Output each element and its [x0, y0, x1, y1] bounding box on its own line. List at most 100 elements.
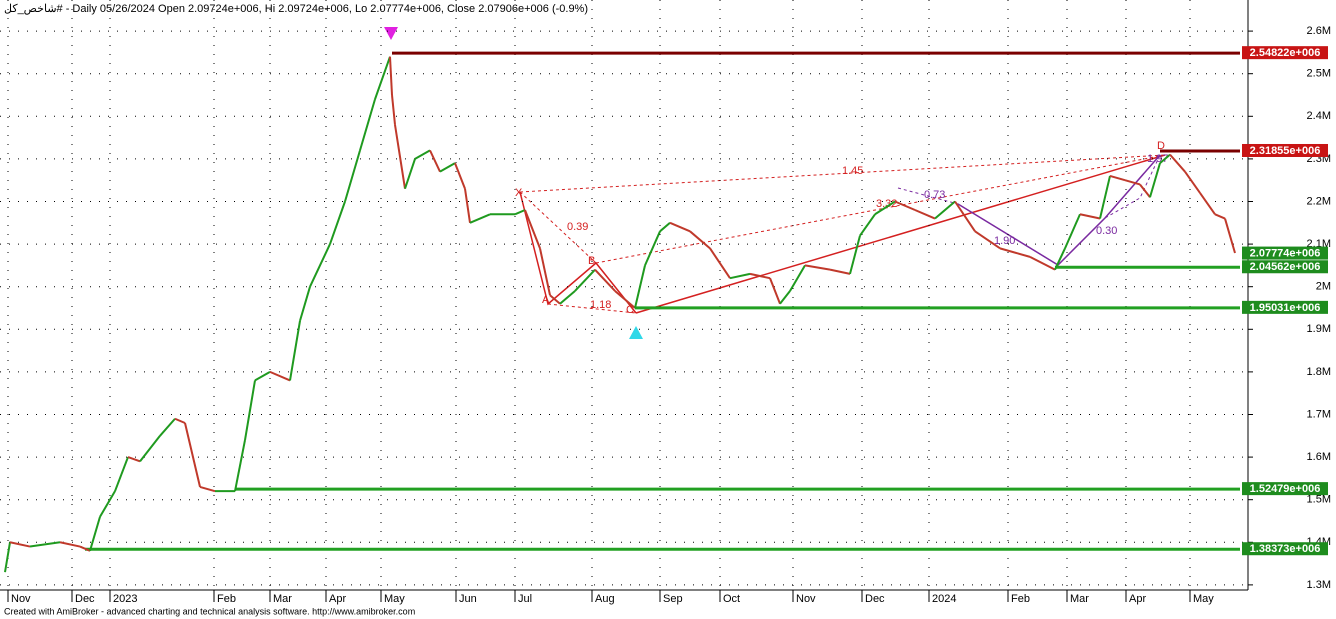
annotation: X	[515, 187, 523, 199]
level-label-box	[1242, 300, 1328, 314]
price-segment	[4, 542, 11, 573]
level-label: 2.31855e+006	[1250, 145, 1321, 157]
annotation: B	[588, 255, 595, 267]
price-segment	[9, 541, 31, 548]
level-label: 1.95031e+006	[1250, 302, 1321, 314]
level-label: 1.38373e+006	[1250, 543, 1321, 555]
price-segment	[359, 98, 376, 151]
price-segment	[1184, 171, 1201, 194]
x-tick-label: Sep	[663, 593, 683, 605]
level-label-box	[1242, 260, 1328, 274]
price-segment	[139, 435, 161, 462]
price-segment	[779, 290, 791, 305]
last-label: 2.07774e+006	[1250, 247, 1321, 259]
price-segment	[1149, 162, 1161, 198]
price-segment	[299, 286, 311, 322]
y-tick-label: 2.5M	[1307, 68, 1331, 80]
price-segment	[1054, 247, 1066, 271]
price-segment	[1099, 175, 1111, 219]
price-segment	[184, 422, 201, 488]
last-label-box	[1242, 246, 1328, 260]
annotation: 1.18	[590, 299, 611, 311]
price-segment	[769, 277, 781, 305]
price-segment	[454, 162, 466, 190]
price-segment	[391, 94, 396, 125]
annotation: A	[542, 294, 550, 306]
x-tick-label: Aug	[595, 593, 615, 605]
x-tick-label: Apr	[1129, 593, 1146, 605]
x-tick-label: Jun	[459, 593, 477, 605]
sell-marker	[384, 27, 398, 40]
x-tick-label: Apr	[329, 593, 346, 605]
price-segment	[374, 56, 391, 100]
level-label: 1.52479e+006	[1250, 483, 1321, 495]
x-tick-label: 2024	[932, 593, 956, 605]
x-tick-label: Jul	[518, 593, 532, 605]
price-segment	[669, 221, 691, 233]
chart-title: شاخص_کل# - Daily 05/26/2024 Open 2.09724…	[4, 3, 588, 15]
annotation: C	[626, 304, 634, 316]
price-segment	[159, 418, 176, 437]
price-segment	[804, 264, 831, 271]
price-segment	[199, 485, 216, 493]
annotation: 0.39	[567, 221, 588, 233]
annotation: D	[1157, 140, 1165, 152]
price-segment	[634, 265, 646, 309]
price-segment	[614, 290, 636, 309]
price-segment	[729, 272, 751, 280]
price-segment	[829, 268, 851, 275]
price-segment	[79, 545, 91, 552]
y-tick-label: 2.6M	[1307, 25, 1331, 37]
price-segment	[1064, 213, 1081, 249]
price-segment	[234, 439, 246, 492]
price-segment	[289, 320, 301, 381]
y-tick-label: 1.9M	[1307, 323, 1331, 335]
price-segment	[689, 230, 711, 250]
price-segment	[469, 213, 491, 224]
y-tick-label: 2M	[1316, 281, 1331, 293]
y-tick-label: 1.5M	[1307, 494, 1331, 506]
price-segment	[1224, 218, 1236, 254]
price-segment	[309, 243, 331, 288]
x-tick-label: Nov	[11, 593, 31, 605]
x-tick-label: Dec	[75, 593, 95, 605]
price-segment	[934, 200, 956, 220]
level-label: 2.04562e+006	[1250, 261, 1321, 273]
price-segment	[1159, 153, 1171, 164]
x-tick-label: Feb	[217, 593, 236, 605]
price-segment	[549, 294, 561, 305]
x-tick-label: Oct	[723, 593, 740, 605]
price-segment	[1214, 213, 1226, 220]
price-segment	[244, 380, 256, 441]
price-segment	[464, 188, 471, 223]
price-segment	[594, 268, 616, 292]
price-segment	[859, 213, 876, 237]
price-segment	[659, 222, 671, 233]
annotation: 1.90	[994, 235, 1015, 247]
y-tick-label: 1.8M	[1307, 366, 1331, 378]
price-segment	[127, 456, 141, 463]
price-segment	[389, 56, 393, 96]
price-segment	[329, 201, 346, 245]
y-tick-label: 2.4M	[1307, 110, 1331, 122]
footer: Created with AmiBroker - advanced charti…	[4, 606, 415, 616]
price-segment	[394, 124, 406, 189]
x-tick-label: Dec	[865, 593, 885, 605]
level-label-box	[1242, 542, 1328, 556]
price-segment	[344, 150, 361, 202]
level-label-box	[1242, 46, 1328, 60]
price-segment	[874, 200, 896, 216]
annotation: 1.45	[842, 165, 863, 177]
x-tick-label: Nov	[796, 593, 816, 605]
price-segment	[1169, 153, 1186, 173]
price-segment	[1029, 255, 1056, 271]
price-segment	[89, 516, 101, 552]
y-tick-label: 1.6M	[1307, 451, 1331, 463]
price-segment	[999, 247, 1031, 258]
y-tick-label: 1.7M	[1307, 408, 1331, 420]
price-segment	[789, 264, 806, 292]
pattern-labels: X A B C D 0.39 1.18 1.45 3.32 0.73 1.90 …	[515, 140, 1168, 316]
price-segment	[954, 200, 976, 232]
